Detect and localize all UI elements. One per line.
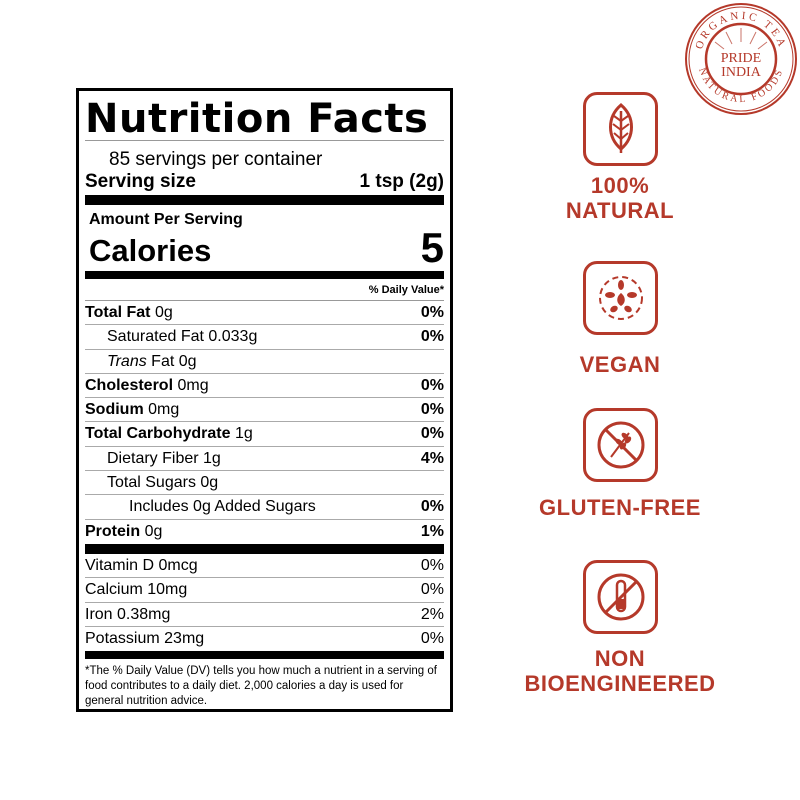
daily-value-header: % Daily Value* bbox=[85, 279, 444, 301]
serving-size-value: 1 tsp (2g) bbox=[359, 171, 444, 192]
nutrient-row: Dietary Fiber 1g 4% bbox=[85, 447, 444, 472]
leaf-icon bbox=[583, 92, 658, 166]
divider-thick bbox=[85, 195, 444, 205]
svg-text:PRIDE: PRIDE bbox=[721, 51, 761, 66]
nutrient-row: Includes 0g Added Sugars 0% bbox=[85, 495, 444, 520]
svg-text:INDIA: INDIA bbox=[721, 65, 762, 80]
nutrient-row: Sodium 0mg 0% bbox=[85, 398, 444, 423]
amount-per-serving: Amount Per Serving bbox=[89, 211, 243, 228]
nutrient-row: Protein 0g 1% bbox=[85, 522, 444, 540]
nutrient-row: Total Sugars 0g bbox=[85, 471, 444, 496]
calories-value: 5 bbox=[420, 224, 444, 271]
nutrient-row: Total Fat 0g 0% bbox=[85, 301, 444, 326]
badge-gluten-free-label: GLUTEN-FREE bbox=[539, 495, 701, 520]
nutrition-facts-label: Nutrition Facts 85 servings per containe… bbox=[76, 88, 453, 712]
servings-per-container: 85 servings per container bbox=[109, 149, 323, 170]
badge-natural-label: 100% NATURAL bbox=[565, 173, 675, 223]
divider-medium bbox=[85, 651, 444, 660]
divider-medium bbox=[85, 271, 444, 279]
vitamin-row: Potassium 23mg 0% bbox=[85, 629, 444, 647]
no-test-tube-icon bbox=[583, 560, 658, 634]
no-wheat-icon bbox=[583, 408, 658, 482]
badge-non-bioengineered-label: NON BIOENGINEERED bbox=[524, 646, 716, 696]
vitamin-row: Calcium 10mg 0% bbox=[85, 578, 444, 603]
badge-vegan-label: VEGAN bbox=[579, 352, 661, 377]
serving-size-label: Serving size bbox=[85, 171, 196, 192]
footnote: *The % Daily Value (DV) tells you how mu… bbox=[85, 665, 437, 708]
nutrient-row: Saturated Fat 0.033g 0% bbox=[85, 325, 444, 350]
vegan-leaves-icon bbox=[583, 261, 658, 335]
nutrient-row: Total Carbohydrate 1g 0% bbox=[85, 422, 444, 447]
nutrient-row: Cholesterol 0mg 0% bbox=[85, 374, 444, 399]
calories-row: Calories 5 bbox=[89, 224, 444, 271]
divider-thick bbox=[85, 543, 444, 554]
vitamin-row: Vitamin D 0mcg 0% bbox=[85, 554, 444, 579]
calories-label: Calories bbox=[89, 233, 212, 268]
nutrient-row: Trans Fat 0g bbox=[85, 350, 444, 374]
vitamin-row: Iron 0.38mg 2% bbox=[85, 603, 444, 627]
serving-size: Serving size 1 tsp (2g) bbox=[85, 171, 444, 193]
brand-logo: ORGANIC TEA NATURAL FOODS PRIDE INDIA bbox=[684, 2, 798, 116]
label-title: Nutrition Facts bbox=[85, 91, 444, 141]
